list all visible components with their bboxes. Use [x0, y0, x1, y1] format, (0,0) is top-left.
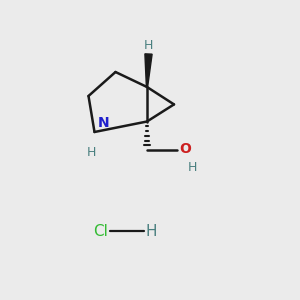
Text: N: N	[98, 116, 109, 130]
Text: O: O	[179, 142, 191, 156]
Text: H: H	[187, 161, 197, 174]
Text: Cl: Cl	[93, 224, 108, 238]
Text: H: H	[146, 224, 157, 238]
Text: H: H	[87, 146, 96, 158]
Text: H: H	[144, 39, 153, 52]
Polygon shape	[145, 54, 152, 87]
